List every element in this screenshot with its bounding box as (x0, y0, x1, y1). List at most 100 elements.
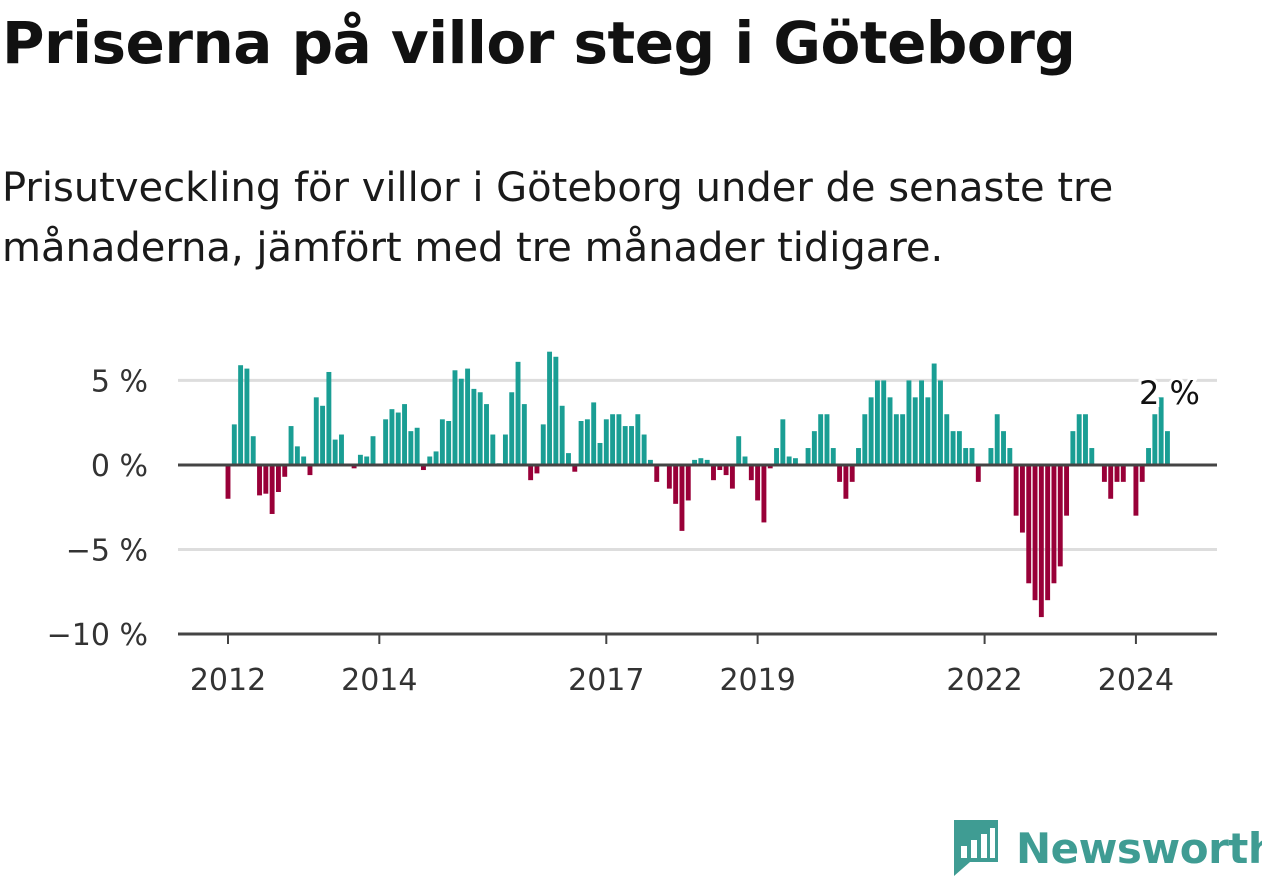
bar (692, 459, 698, 465)
bar (421, 464, 426, 471)
bar (837, 464, 843, 482)
bar (490, 434, 496, 465)
bar (1032, 464, 1038, 601)
bar (1089, 448, 1095, 465)
bar (610, 414, 616, 465)
bar (1139, 464, 1145, 482)
bar (786, 456, 792, 465)
bar (1026, 464, 1032, 584)
bar (603, 419, 609, 465)
bar (900, 414, 906, 465)
bar (528, 464, 534, 481)
x-tick-label: 2022 (946, 663, 1022, 698)
bar (698, 458, 704, 465)
bar (975, 464, 981, 482)
bar (925, 397, 931, 465)
bar (1038, 464, 1044, 618)
bar (275, 464, 281, 492)
bar (427, 456, 433, 465)
bar (793, 458, 798, 465)
bar (887, 397, 893, 465)
bar (408, 431, 414, 465)
bar (1146, 448, 1151, 465)
bar (761, 464, 767, 523)
bar (238, 365, 244, 465)
bar (635, 414, 641, 465)
bar (446, 421, 452, 465)
bar (1158, 397, 1164, 465)
bar (370, 436, 376, 465)
y-tick-label: 5 % (91, 364, 148, 399)
y-tick-label: −5 % (66, 533, 148, 568)
bar (1152, 414, 1158, 465)
bar (301, 456, 307, 465)
bar (881, 380, 887, 465)
bar (452, 370, 458, 465)
bar (1101, 464, 1107, 482)
bar (320, 405, 326, 465)
bar (830, 448, 836, 465)
bar (963, 448, 969, 465)
bar (723, 464, 729, 476)
x-tick-label: 2019 (719, 663, 795, 698)
bar (414, 427, 420, 465)
bar (736, 436, 742, 465)
y-tick-label: −10 % (47, 618, 148, 653)
x-tick-label: 2012 (190, 663, 266, 698)
bar (591, 402, 597, 465)
bar (250, 436, 256, 465)
bar (357, 454, 363, 465)
bar (521, 404, 527, 465)
bar (1007, 448, 1013, 465)
bar (906, 380, 912, 465)
bar (729, 464, 735, 489)
bar (843, 464, 849, 499)
bar (824, 414, 830, 465)
bar (597, 442, 603, 465)
bar (622, 426, 628, 465)
bar (477, 392, 483, 465)
bar (351, 464, 357, 469)
bar (944, 414, 950, 465)
last-value-annotation: 2 % (1139, 374, 1200, 412)
bar (868, 397, 874, 465)
x-tick-label: 2024 (1098, 663, 1174, 698)
bar (1083, 414, 1088, 465)
bar (673, 464, 679, 504)
bar-chart: 5 % 0 % −5 % −10 % 2012 2014 2017 2019 2022 2024 2… (47, 351, 1217, 698)
bar (269, 464, 275, 514)
newsworthy-logo-text: Newsworthy (1016, 823, 1262, 873)
bar (547, 351, 553, 465)
bar (263, 464, 269, 494)
bar (288, 426, 294, 465)
bar (1001, 431, 1006, 465)
bar (931, 363, 937, 465)
bar (534, 464, 540, 474)
bar (402, 404, 407, 465)
bar (666, 464, 672, 489)
page-title: Priserna på villor steg i Göteborg (2, 9, 1076, 77)
bar (893, 414, 899, 465)
bar (774, 448, 779, 465)
bar (225, 464, 231, 499)
bar (484, 404, 489, 465)
bar (849, 464, 855, 482)
bar (616, 414, 622, 465)
bar (566, 453, 571, 465)
bar (584, 419, 590, 465)
bar (685, 464, 691, 501)
bar (780, 419, 786, 465)
bar (307, 464, 313, 476)
bar (1114, 464, 1120, 482)
bar (1045, 464, 1051, 601)
bar (641, 434, 647, 465)
bar (919, 380, 924, 465)
bar (912, 397, 918, 465)
bar (1120, 464, 1126, 482)
bar (1057, 464, 1063, 567)
bar (244, 368, 250, 465)
newsworthy-logo-icon (954, 820, 998, 876)
bar (988, 448, 994, 465)
bar (994, 414, 1000, 465)
bar (332, 439, 338, 465)
